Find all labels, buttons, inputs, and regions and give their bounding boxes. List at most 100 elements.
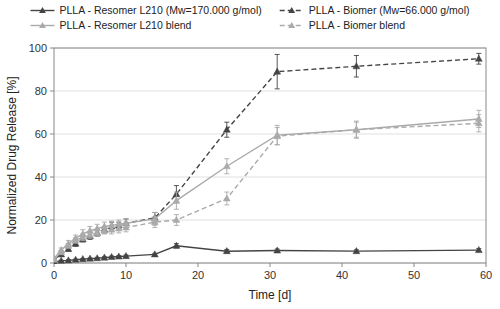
y-tick [50, 177, 54, 178]
error-bar [354, 121, 359, 138]
point [115, 253, 122, 259]
x-tick [342, 263, 343, 267]
point [353, 126, 360, 132]
point [108, 226, 115, 232]
error-bar [95, 230, 100, 236]
error-bar [275, 128, 280, 145]
series-line [54, 123, 479, 260]
error-bar [224, 159, 229, 174]
legend-label: PLLA - Biomer blend [309, 19, 405, 31]
point [101, 227, 108, 233]
error-bar [88, 232, 93, 238]
point [79, 234, 86, 240]
error-bar [354, 122, 359, 137]
point [274, 247, 281, 253]
legend: PLLA - Resomer L210 (Mw=170.000 g/mol)PL… [30, 4, 469, 31]
point [72, 256, 79, 262]
error-bar [116, 224, 121, 233]
point [87, 255, 94, 261]
legend-item: PLLA - Biomer blend [280, 19, 405, 31]
error-bar [275, 125, 280, 144]
point [58, 249, 65, 255]
error-bar [152, 212, 157, 225]
point [173, 242, 180, 248]
point [223, 163, 230, 169]
series-line [54, 59, 479, 260]
point [87, 231, 94, 237]
series [54, 110, 482, 261]
point [353, 248, 360, 254]
error-bar [152, 217, 157, 228]
error-bar [174, 192, 179, 209]
series [54, 53, 482, 262]
x-tick [198, 263, 199, 267]
y-tick [50, 48, 54, 49]
point [475, 55, 482, 61]
grid-line [54, 177, 486, 178]
x-tick-label: 40 [336, 269, 348, 281]
y-tick-label: 100 [29, 42, 47, 54]
series [54, 242, 482, 264]
error-bar [476, 53, 481, 64]
axes: 0102030405060020406080100 [29, 42, 492, 281]
plot-frame [54, 48, 486, 263]
x-tick-label: 50 [408, 269, 420, 281]
series-line [54, 119, 479, 259]
legend-item: PLLA - Resomer L210 blend [30, 19, 191, 31]
legend-label: PLLA - Resomer L210 blend [59, 19, 191, 31]
point [475, 247, 482, 253]
y-tick [50, 220, 54, 221]
error-bar [174, 215, 179, 226]
point [173, 197, 180, 203]
x-tick [486, 263, 487, 267]
error-bar [224, 122, 229, 137]
x-tick-label: 20 [192, 269, 204, 281]
error-bar [354, 56, 359, 78]
error-bar [102, 228, 107, 234]
point [94, 255, 101, 261]
series-line [54, 246, 479, 262]
point [65, 242, 72, 248]
legend-marker [39, 7, 46, 13]
grid-line [54, 134, 486, 135]
point [123, 224, 130, 230]
error-bar [224, 192, 229, 205]
x-tick-label: 0 [51, 269, 57, 281]
error-bar [80, 234, 85, 240]
y-tick-label: 0 [41, 257, 47, 269]
point [54, 256, 57, 262]
point [65, 257, 72, 263]
x-tick [126, 263, 127, 267]
x-tick-label: 10 [120, 269, 132, 281]
grid [54, 48, 486, 263]
y-tick [50, 134, 54, 135]
grid-line [54, 91, 486, 92]
y-tick [50, 263, 54, 264]
error-bar [124, 223, 129, 232]
x-tick [414, 263, 415, 267]
y-axis-label: Normalized Drug Release [%] [5, 76, 19, 234]
point [151, 219, 158, 225]
point [274, 133, 281, 139]
point [101, 254, 108, 260]
legend-marker [39, 22, 46, 28]
x-tick-label: 60 [480, 269, 492, 281]
legend-marker [288, 7, 295, 13]
point [79, 256, 86, 262]
legend-label: PLLA - Biomer (Mw=66.000 g/mol) [309, 4, 470, 16]
x-tick [270, 263, 271, 267]
y-tick-label: 40 [35, 171, 47, 183]
point [223, 126, 230, 132]
plot-data [54, 53, 482, 264]
error-bar [109, 225, 114, 234]
error-bar [476, 115, 481, 132]
point [223, 248, 230, 254]
point [94, 229, 101, 235]
point [274, 68, 281, 74]
point [475, 120, 482, 126]
error-bar [275, 54, 280, 88]
y-tick-label: 20 [35, 214, 47, 226]
legend-item: PLLA - Biomer (Mw=66.000 g/mol) [280, 4, 470, 16]
point [353, 63, 360, 69]
x-tick-label: 30 [264, 269, 276, 281]
